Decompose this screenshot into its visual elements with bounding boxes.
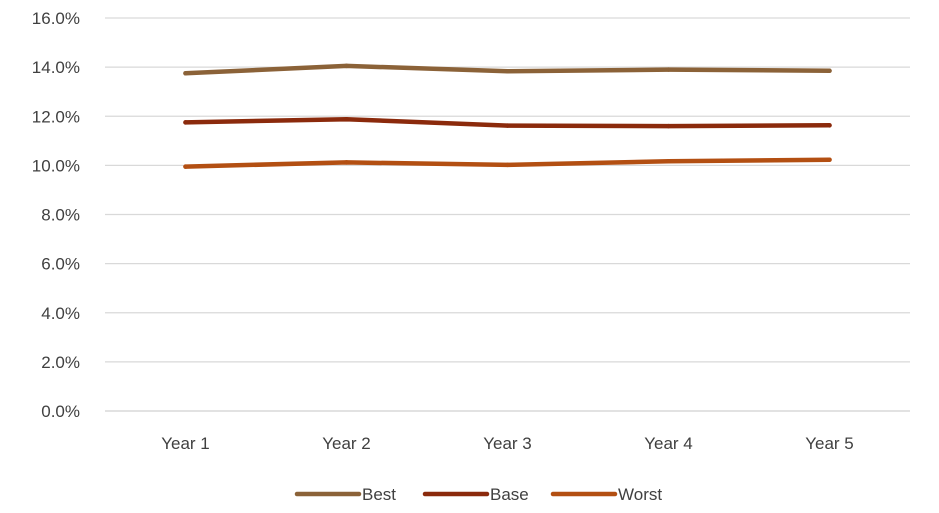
y-tick-label: 0.0% [41, 402, 80, 421]
y-tick-label: 10.0% [32, 156, 80, 175]
legend: Best Base Worst [294, 485, 662, 504]
data-point-worst [666, 158, 671, 164]
data-point-base [183, 120, 188, 125]
data-point-worst [827, 157, 832, 162]
data-point-best [666, 67, 671, 72]
data-point-best [344, 63, 349, 69]
x-tick-label: Year 1 [161, 434, 210, 453]
data-point-best [505, 69, 510, 74]
data-point-best [183, 71, 188, 76]
x-tick-label: Year 5 [805, 434, 854, 453]
gridlines [105, 17, 910, 412]
data-point-base [666, 123, 671, 129]
legend-label: Worst [618, 485, 662, 504]
data-point-worst [344, 160, 349, 165]
data-point-worst [183, 164, 188, 169]
x-tick-label: Year 2 [322, 434, 371, 453]
legend-item-best: Best [294, 485, 396, 504]
y-tick-label: 2.0% [41, 353, 80, 372]
y-tick-label: 12.0% [32, 107, 80, 126]
y-tick-label: 6.0% [41, 255, 80, 274]
data-point-worst [505, 162, 510, 168]
y-tick-label: 4.0% [41, 304, 80, 323]
legend-item-worst: Worst [550, 485, 662, 504]
x-axis-tick-labels: Year 1 Year 2 Year 3 Year 4 Year 5 [161, 434, 854, 453]
x-tick-label: Year 3 [483, 434, 532, 453]
y-tick-label: 14.0% [32, 58, 80, 77]
legend-item-base: Base [422, 485, 529, 504]
data-point-best [827, 68, 832, 74]
y-tick-label: 16.0% [32, 9, 80, 28]
data-point-base [344, 116, 349, 122]
y-tick-label: 8.0% [41, 206, 80, 225]
legend-label: Best [362, 485, 396, 504]
x-tick-label: Year 4 [644, 434, 693, 453]
data-point-base [827, 123, 832, 128]
data-point-base [505, 123, 510, 128]
series-lines [183, 63, 832, 169]
y-axis-tick-labels: 0.0% 2.0% 4.0% 6.0% 8.0% 10.0% 12.0% 14.0% 16.0% [32, 9, 80, 421]
legend-label: Base [490, 485, 529, 504]
